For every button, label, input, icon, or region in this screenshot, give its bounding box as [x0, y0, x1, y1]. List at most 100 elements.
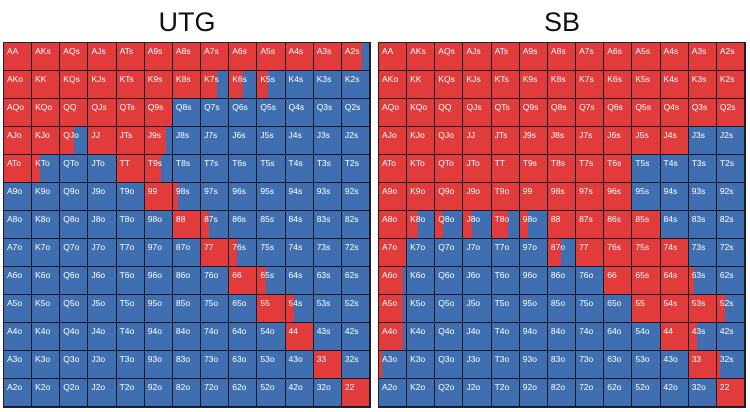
hand-cell: T8o: [116, 211, 145, 239]
hand-label: QTs: [494, 102, 510, 112]
hand-label: J3o: [91, 354, 106, 364]
raise-fill: [688, 99, 716, 126]
hand-label: 75s: [260, 242, 275, 252]
raise-fill: [463, 211, 472, 238]
raise-fill: [632, 239, 660, 266]
hand-cell: 83s: [313, 211, 342, 239]
hand-label: 74o: [579, 326, 594, 336]
hand-label: K7o: [410, 242, 426, 252]
hand-cell: A5o: [4, 295, 33, 323]
hand-cell: JTo: [463, 155, 492, 183]
utg-chart-title: UTG: [158, 7, 216, 37]
hand-label: QJo: [438, 130, 454, 140]
hand-label: 82s: [719, 214, 734, 224]
hand-label: 42o: [288, 382, 303, 392]
hand-cell: T5s: [632, 155, 661, 183]
hand-cell: 73s: [688, 239, 717, 267]
hand-cell: KQo: [32, 99, 61, 127]
raise-fill: [547, 183, 576, 210]
hand-label: Q6s: [607, 102, 623, 112]
hand-cell: J8o: [88, 211, 117, 239]
hand-cell: AJo: [4, 127, 33, 155]
hand-cell: 94o: [144, 323, 173, 351]
hand-label: AJo: [7, 130, 22, 140]
hand-label: 76s: [232, 242, 246, 252]
hand-label: 96s: [607, 186, 621, 196]
hand-label: 63s: [316, 270, 331, 280]
raise-fill: [632, 267, 660, 294]
hand-label: 75o: [579, 298, 594, 308]
hand-cell: A3o: [4, 351, 33, 379]
hand-cell: AJs: [88, 43, 117, 71]
hand-label: J5s: [635, 130, 649, 140]
raise-fill: [463, 183, 491, 210]
hand-label: QJs: [466, 102, 482, 112]
hand-label: KJo: [35, 130, 50, 140]
hand-cell: 32o: [688, 379, 717, 407]
hand-label: Q4s: [663, 102, 680, 112]
raise-fill: [116, 155, 144, 182]
raise-fill: [660, 267, 688, 294]
hand-cell: A7s: [201, 43, 230, 71]
raise-fill: [716, 379, 744, 406]
hand-cell: A6o: [4, 267, 33, 295]
hand-label: 95s: [635, 186, 650, 196]
hand-cell: A2o: [4, 379, 33, 407]
hand-cell: 76s: [604, 239, 633, 267]
hand-cell: 86s: [229, 211, 258, 239]
hand-cell: J4s: [285, 127, 314, 155]
hand-cell: 95s: [632, 183, 661, 211]
hand-label: A7o: [382, 242, 398, 252]
hand-cell: K8o: [32, 211, 61, 239]
hand-cell: J7o: [88, 239, 117, 267]
hand-cell: 53s: [313, 295, 342, 323]
raise-fill: [257, 71, 269, 98]
hand-label: 94o: [147, 326, 162, 336]
hand-label: Q2o: [63, 382, 80, 392]
hand-label: 52o: [635, 382, 650, 392]
hand-cell: J3s: [688, 127, 717, 155]
hand-label: 76o: [204, 270, 219, 280]
hand-cell: 96s: [604, 183, 633, 211]
hand-cell: 63s: [688, 267, 717, 295]
hand-cell: A8s: [547, 43, 577, 71]
hand-label: 94o: [522, 326, 537, 336]
hand-label: K5s: [260, 74, 276, 84]
hand-label: 92s: [719, 186, 734, 196]
hand-label: 53s: [316, 298, 331, 308]
hand-cell: Q3s: [688, 99, 717, 127]
hand-cell: J9o: [88, 183, 117, 211]
hand-cell: 64s: [285, 267, 314, 295]
hand-cell: K4o: [407, 323, 436, 351]
hand-label: A6o: [382, 270, 398, 280]
hand-label: Q5o: [438, 298, 455, 308]
raise-fill: [285, 323, 313, 350]
hand-label: 87o: [175, 242, 191, 252]
hand-label: JTs: [494, 130, 508, 140]
hand-label: K5s: [635, 74, 651, 84]
raise-fill: [519, 183, 547, 210]
hand-cell: 53s: [688, 295, 717, 323]
hand-cell: 98o: [519, 211, 548, 239]
hand-cell: 52s: [716, 295, 745, 323]
raise-fill: [229, 239, 238, 266]
raise-fill: [660, 323, 688, 350]
hand-cell: Q5s: [257, 99, 286, 127]
hand-label: KTs: [119, 74, 134, 84]
hand-cell: KTo: [407, 155, 436, 183]
raise-fill: [60, 127, 74, 154]
hand-cell: K6o: [32, 267, 61, 295]
raise-fill: [688, 295, 716, 322]
raise-fill: [379, 99, 407, 126]
hand-label: KQo: [410, 102, 428, 112]
hand-cell: Q8s: [172, 99, 202, 127]
hand-label: 93s: [316, 186, 331, 196]
raise-fill: [88, 71, 116, 98]
hand-cell: 42s: [716, 323, 745, 351]
hand-label: J9s: [147, 130, 161, 140]
hand-cell: 32s: [341, 351, 370, 379]
hand-label: 74s: [663, 242, 678, 252]
hand-cell: 73o: [576, 351, 605, 379]
hand-cell: J6o: [463, 267, 492, 295]
hand-cell: 97o: [144, 239, 173, 267]
